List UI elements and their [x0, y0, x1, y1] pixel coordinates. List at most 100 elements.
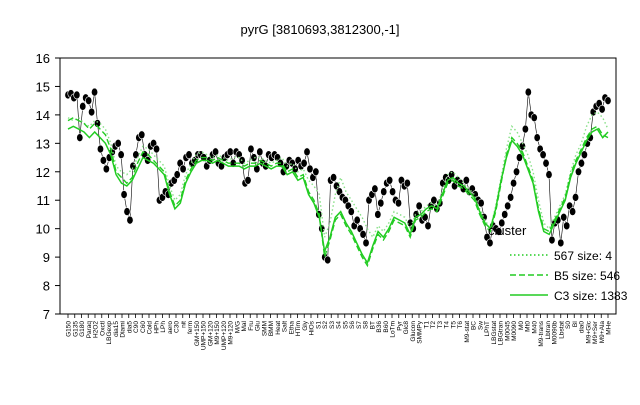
x-tick-label: LBGexp: [106, 321, 113, 345]
data-point: [374, 210, 382, 219]
data-point: [394, 198, 402, 208]
x-tick-label: Cold: [147, 321, 154, 335]
x-tick-label: Diami: [120, 321, 127, 338]
x-tick-label: HTim: [295, 321, 302, 336]
x-tick-label: T4: [444, 321, 451, 329]
data-point: [507, 193, 515, 202]
x-tick-label: BT: [369, 321, 376, 329]
series-line-solid: [67, 125, 609, 265]
x-axis: G150 G135 G180 Paraq H2O2 Oxctl LBGexp dia15 Dia…: [66, 314, 613, 350]
x-tick-label: HiOs: [309, 320, 316, 335]
data-point: [501, 210, 509, 219]
y-tick-label: 15: [36, 79, 50, 94]
data-point: [212, 147, 220, 157]
x-tick-label: M9+120: [228, 321, 235, 345]
x-tick-label: Paraq: [86, 321, 93, 339]
data-point: [247, 144, 255, 154]
data-point: [545, 170, 553, 179]
x-tick-label: LPh: [160, 321, 167, 333]
x-tick-label: BMM: [268, 321, 275, 336]
data-point: [250, 153, 258, 162]
y-tick-label: 9: [43, 250, 50, 265]
data-point: [604, 96, 612, 105]
x-tick-label: B60: [383, 321, 390, 333]
data-point: [495, 227, 503, 236]
data-point: [510, 178, 518, 188]
x-tick-label: T1: [423, 321, 430, 329]
y-tick-label: 8: [43, 279, 50, 294]
y-tick-label: 7: [43, 307, 50, 322]
data-point: [563, 221, 571, 231]
data-point: [256, 147, 264, 157]
x-tick-label: dia0: [579, 321, 586, 334]
y-tick-label: 14: [36, 108, 50, 123]
x-tick-label: B36: [376, 321, 383, 333]
x-tick-label: S0: [565, 321, 572, 329]
chart-title: pyrG [3810693,3812300,-1]: [240, 22, 399, 37]
marker-series: [64, 87, 612, 265]
data-point: [560, 212, 568, 222]
x-tick-label: aero: [167, 321, 174, 334]
x-tick-label: S8: [363, 321, 370, 329]
x-tick-label: M/G: [234, 321, 241, 333]
legend-label: C3 size: 1383: [554, 289, 628, 303]
x-tick-label: Sw: [477, 321, 484, 330]
data-point: [244, 176, 252, 185]
marker-series-line: [67, 92, 609, 261]
data-point: [138, 130, 146, 140]
data-point: [114, 139, 122, 148]
data-point: [306, 164, 314, 174]
x-tick-label: HPh: [153, 321, 160, 334]
y-tick-label: 11: [37, 193, 51, 208]
x-tick-label: S4: [336, 321, 343, 329]
x-tick-label: LBGtran: [498, 321, 505, 346]
x-tick-label: BI: [572, 321, 579, 327]
x-tick-label: Gly: [302, 320, 309, 331]
x-tick-label: MHe: [606, 321, 613, 335]
legend-label: B5 size: 546: [554, 269, 620, 283]
data-point: [513, 167, 521, 177]
x-tick-label: M9+150: [214, 321, 221, 345]
data-point: [73, 90, 81, 100]
data-point: [185, 150, 193, 160]
data-point: [123, 207, 131, 216]
x-tick-label: nit: [180, 321, 187, 328]
x-tick-label: dia15: [113, 321, 120, 337]
data-point: [226, 147, 234, 157]
data-point: [117, 150, 125, 160]
data-point: [179, 164, 187, 174]
data-point: [574, 167, 582, 177]
data-point: [96, 144, 104, 154]
data-point: [153, 144, 161, 154]
legend-label: 567 size: 4: [554, 249, 612, 263]
x-tick-label: ferm: [187, 321, 194, 334]
data-point: [126, 215, 134, 225]
data-point: [580, 150, 588, 160]
x-tick-label: LoTm: [390, 321, 397, 338]
data-point: [377, 198, 385, 208]
data-point: [347, 207, 355, 216]
x-tick-label: Fru: [248, 321, 255, 331]
data-point: [91, 87, 99, 97]
x-tick-label: M9-stat: [464, 321, 471, 343]
x-tick-label: Glucon: [410, 321, 417, 342]
data-point: [324, 255, 332, 265]
x-tick-label: M0045: [504, 321, 511, 341]
x-tick-label: Glc8: [403, 321, 410, 335]
data-point: [76, 133, 84, 142]
x-tick-label: SMMPy: [417, 320, 424, 344]
data-point: [173, 170, 181, 179]
x-tick-label: GM+150: [194, 321, 201, 346]
data-point: [79, 102, 87, 111]
x-tick-label: M9+Ser: [592, 320, 599, 344]
x-tick-label: SMM: [261, 321, 268, 336]
x-tick-label: dia5: [126, 321, 133, 334]
x-tick-label: M40: [531, 321, 538, 334]
x-tick-label: S2: [322, 321, 329, 329]
data-point: [530, 113, 538, 123]
x-tick-label: G150: [66, 321, 73, 337]
x-tick-label: UMP+120: [221, 321, 228, 350]
data-point: [477, 198, 485, 208]
